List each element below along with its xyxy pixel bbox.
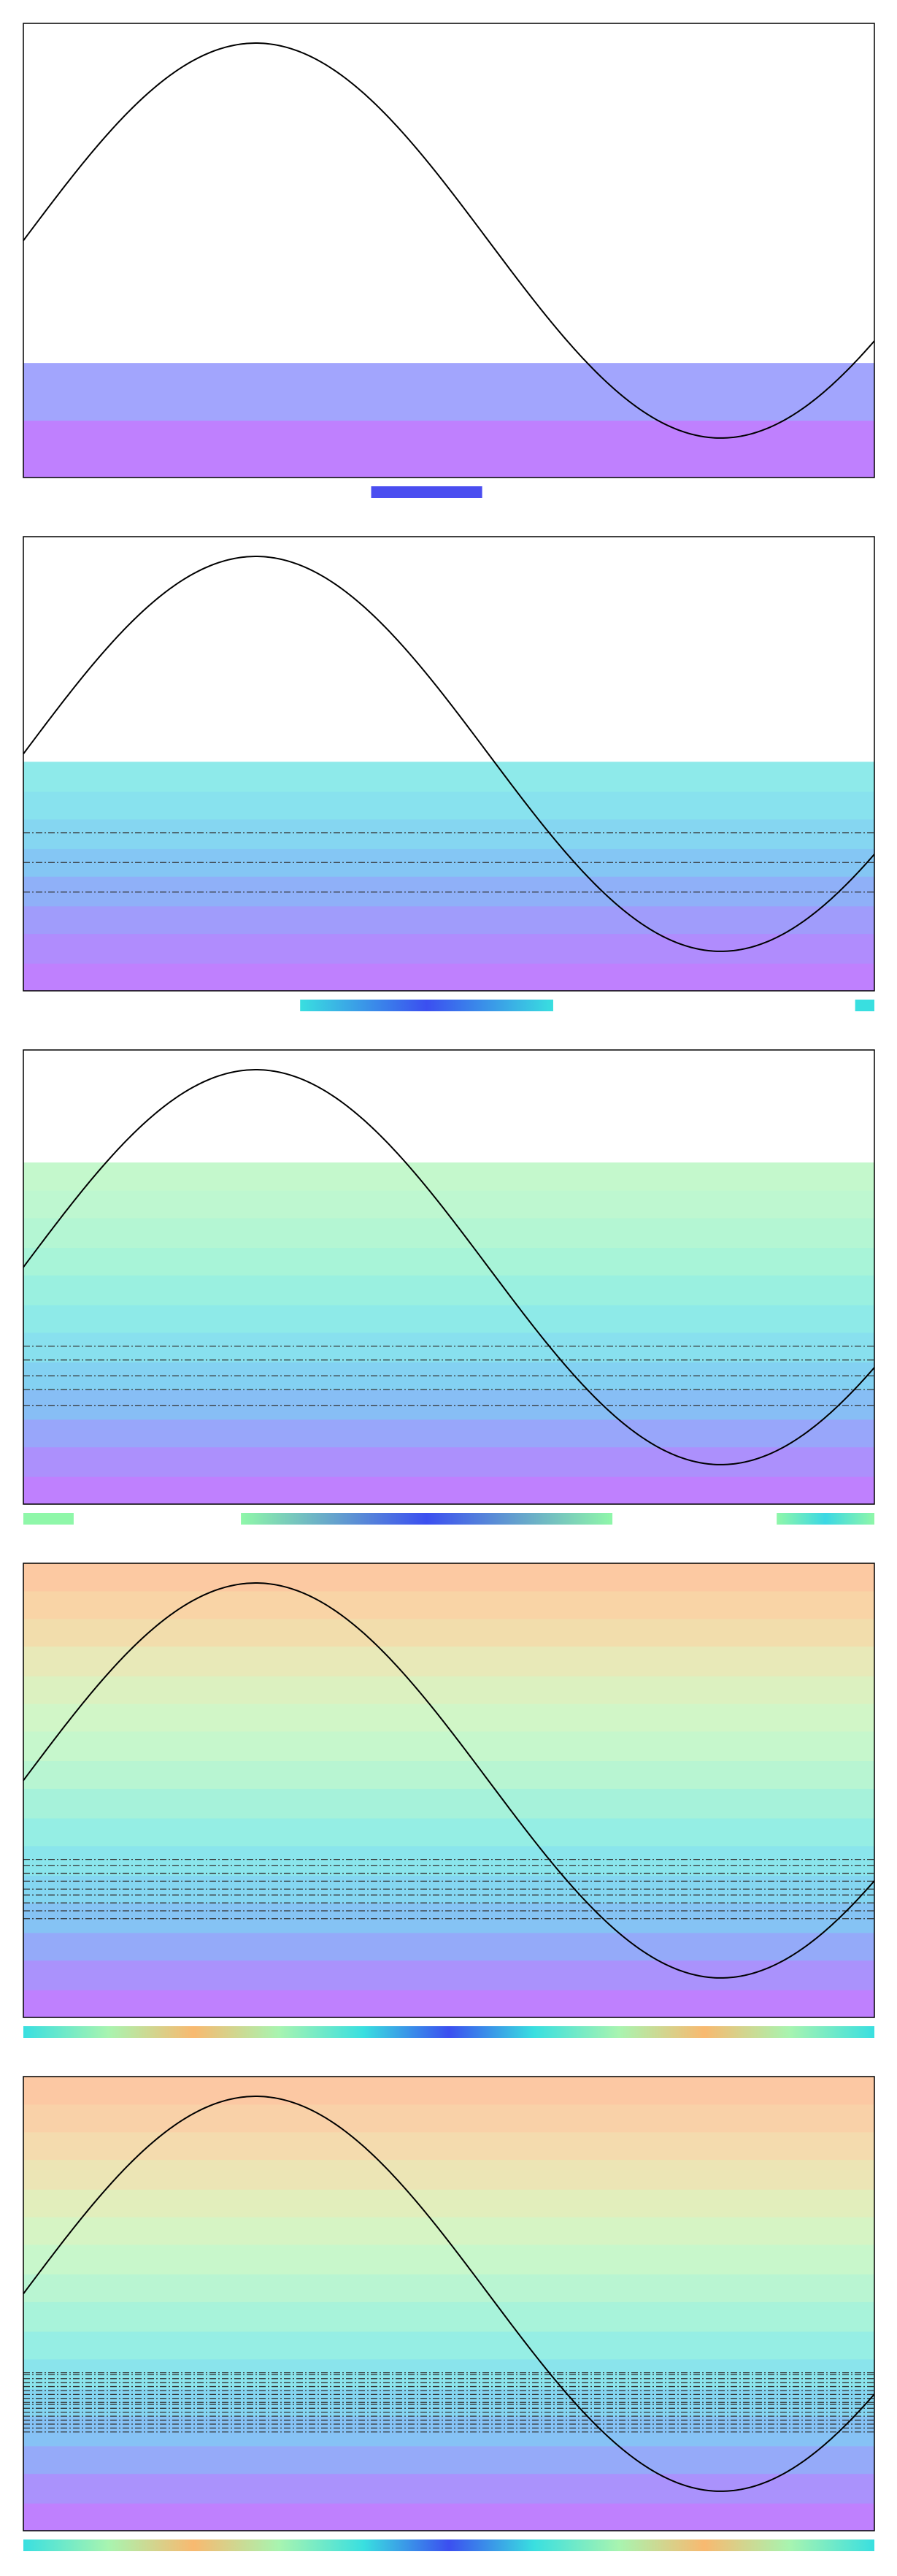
band-15 xyxy=(23,1590,874,1619)
band-8 xyxy=(23,762,874,792)
strip-segment-1 xyxy=(300,1000,553,1011)
band-4 xyxy=(23,1389,874,1420)
chart-panel-2 xyxy=(23,536,875,1011)
band-13 xyxy=(23,1646,874,1676)
band-4 xyxy=(23,1903,874,1933)
band-2 xyxy=(23,933,874,964)
band-1 xyxy=(23,2503,874,2531)
strip-segment-2 xyxy=(855,1000,874,1011)
band-11 xyxy=(23,1703,874,1732)
chart-panel-5 xyxy=(23,2076,875,2551)
strip-segment-1 xyxy=(23,1513,74,1525)
panel-frame xyxy=(23,2076,875,2531)
sine-curve xyxy=(23,1069,874,1465)
band-9 xyxy=(23,1760,874,1789)
panel-plot-area xyxy=(23,556,874,991)
band-2 xyxy=(23,363,874,421)
band-4 xyxy=(23,2416,874,2447)
band-10 xyxy=(23,1217,874,1249)
band-13 xyxy=(23,2159,874,2190)
panel-frame xyxy=(23,1563,875,2018)
band-3 xyxy=(23,2445,874,2475)
sine-curve xyxy=(23,556,874,952)
band-11 xyxy=(23,1190,874,1219)
band-1 xyxy=(23,1990,874,2017)
sine-curve xyxy=(23,42,874,439)
band-10 xyxy=(23,1730,874,1762)
band-10 xyxy=(23,2244,874,2275)
band-7 xyxy=(23,791,874,820)
panel-plot-area xyxy=(23,1069,874,1504)
chart-panel-3 xyxy=(23,1049,875,1525)
band-8 xyxy=(23,2301,874,2332)
band-14 xyxy=(23,1618,874,1647)
band-14 xyxy=(23,2131,874,2161)
band-8 xyxy=(23,1788,874,1819)
band-16 xyxy=(23,2077,874,2105)
band-1 xyxy=(23,420,874,478)
band-2 xyxy=(23,1960,874,1990)
band-6 xyxy=(23,819,874,849)
sine-curve xyxy=(23,2096,874,2492)
strip-segment-1 xyxy=(23,2026,874,2038)
band-1 xyxy=(23,963,874,991)
sine-curve xyxy=(23,1582,874,1979)
band-3 xyxy=(23,1932,874,1961)
panel-plot-area xyxy=(23,42,874,478)
band-7 xyxy=(23,1304,874,1333)
band-9 xyxy=(23,2274,874,2302)
panel-plot-area xyxy=(23,2077,874,2531)
band-16 xyxy=(23,1563,874,1592)
band-11 xyxy=(23,2217,874,2245)
band-3 xyxy=(23,905,874,935)
band-4 xyxy=(23,876,874,907)
strip-segment-2 xyxy=(241,1513,613,1525)
panel-frame xyxy=(23,536,875,992)
band-9 xyxy=(23,1247,874,1276)
band-12 xyxy=(23,1676,874,1704)
strip-segment-1 xyxy=(371,486,482,498)
band-7 xyxy=(23,2331,874,2360)
strip-segment-3 xyxy=(777,1513,874,1525)
chart-panel-4 xyxy=(23,1563,875,2038)
band-12 xyxy=(23,2189,874,2217)
band-6 xyxy=(23,1332,874,1362)
strip-segment-1 xyxy=(23,2539,874,2551)
chart-panel-1 xyxy=(23,23,875,498)
panel-frame xyxy=(23,1049,875,1505)
band-1 xyxy=(23,1476,874,1504)
band-6 xyxy=(23,2358,874,2389)
band-8 xyxy=(23,1275,874,1306)
band-15 xyxy=(23,2104,874,2133)
band-2 xyxy=(23,1446,874,1477)
band-7 xyxy=(23,1817,874,1847)
band-12 xyxy=(23,1162,874,1191)
panel-plot-area xyxy=(23,1563,874,2017)
band-6 xyxy=(23,1845,874,1876)
band-3 xyxy=(23,1419,874,1448)
band-2 xyxy=(23,2473,874,2504)
panel-frame xyxy=(23,23,875,478)
